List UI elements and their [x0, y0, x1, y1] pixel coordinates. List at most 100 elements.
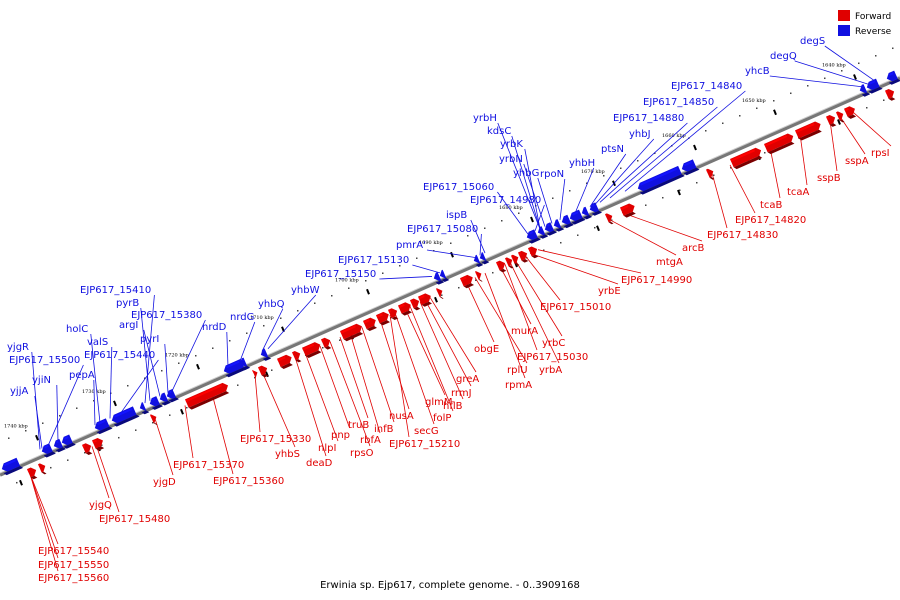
tick-mark [837, 119, 841, 125]
gene-block-reverse [433, 272, 445, 285]
leader-line [267, 294, 317, 350]
gene-label-reverse: yjgR [7, 342, 29, 353]
gene-label-forward: EJP617_15370 [173, 460, 244, 471]
gene-block-forward [321, 337, 332, 350]
leader-line [424, 299, 472, 387]
axis-dot [212, 347, 214, 349]
gene-label-reverse: EJP617_15130 [338, 255, 409, 266]
legend-swatch-forward [838, 10, 850, 21]
gene-label-forward: rpmA [505, 380, 532, 391]
leader-line [254, 374, 261, 433]
tick-mark [693, 144, 697, 151]
leader-line [497, 122, 541, 229]
axis-dot [67, 459, 69, 461]
axis-dot [790, 92, 792, 95]
gene-block-forward [398, 302, 412, 316]
leader-line [140, 307, 151, 401]
gene-label-reverse: EJP617_14850 [643, 97, 714, 108]
axis-dot [764, 151, 766, 154]
gene-label-forward: infB [374, 424, 394, 435]
gene-label-forward: pnp [331, 430, 350, 441]
axis-dot [501, 220, 503, 222]
gene-block-reverse [53, 438, 66, 453]
leader-line [394, 312, 435, 425]
tick-label: 1690 kbp [419, 240, 443, 246]
axis-dot [135, 429, 137, 431]
gene-block-reverse [223, 359, 247, 378]
gene-label-reverse: yhbQ [258, 299, 285, 310]
legend-swatch-reverse [838, 25, 850, 36]
leader-line [769, 147, 781, 199]
gene-label-reverse: yrbK [500, 139, 523, 150]
gene-block-forward [410, 298, 421, 311]
gene-label-forward: EJP617_15330 [240, 434, 311, 445]
gene-label-forward: yrbA [539, 365, 562, 376]
leader-line [594, 138, 655, 205]
legend-label-reverse: Reverse [855, 27, 892, 37]
leader-line [329, 341, 371, 447]
gene-label-forward: sspA [845, 156, 869, 167]
gene-labels: yjgR EJP617_15500 yjjA yjiN holC valS EJP617_1… [7, 36, 890, 584]
leader-line [239, 321, 256, 362]
leader-line [109, 346, 113, 419]
axis-dot [178, 362, 180, 364]
leader-line [537, 177, 553, 224]
gene-label-forward: deaD [306, 458, 333, 469]
gene-label-reverse: degQ [770, 51, 797, 62]
axis-dot [858, 62, 860, 65]
axis-dot [161, 369, 163, 372]
gene-label-reverse: yhbG [513, 168, 539, 179]
axis-dot [339, 339, 341, 341]
tick-mark [530, 216, 534, 223]
leader-line [34, 395, 43, 449]
leader-line [479, 233, 482, 256]
leader-line [509, 261, 560, 364]
gene-label-reverse: nrdD [202, 322, 227, 333]
tick-mark [773, 109, 777, 116]
gene-block-reverse [569, 209, 586, 225]
axis-dot [8, 437, 10, 439]
tick-label: 1640 kbp [822, 62, 846, 68]
gene-label-forward: greA [456, 374, 479, 385]
gene-block-forward [82, 443, 93, 456]
gene-block-reverse [260, 348, 272, 361]
axis-dot [475, 279, 477, 281]
leader-line [171, 319, 206, 392]
tick-label: 1700 kbp [335, 277, 359, 283]
tick-label: 1670 kbp [581, 169, 605, 175]
leader-line [29, 473, 59, 545]
tick-mark [596, 225, 600, 232]
gene-block-forward [363, 317, 377, 332]
tick-mark [853, 74, 857, 80]
gene-label-reverse: EJP617_15440 [84, 350, 155, 361]
gene-block-forward [292, 350, 302, 363]
axis-dot [892, 47, 894, 50]
gene-label-reverse: ispB [446, 210, 467, 221]
label-leader-lines [29, 45, 892, 572]
axis-dot [416, 257, 418, 259]
gene-block-reverse [544, 222, 557, 236]
gene-label-reverse: pepA [69, 370, 95, 381]
gene-block-forward [436, 288, 444, 299]
axis-dot [348, 287, 350, 289]
leader-line [404, 308, 446, 396]
gene-label-reverse: yhbW [291, 285, 320, 296]
gene-block-reverse [637, 165, 685, 195]
axis-dot [586, 182, 588, 185]
axis-dot [127, 384, 129, 387]
axis-dot [637, 160, 639, 162]
gene-block-reverse [553, 219, 565, 232]
gene-label-forward: EJP617_15210 [389, 439, 460, 450]
gene-block-forward [836, 111, 845, 123]
leader-line [349, 332, 381, 434]
leader-line [91, 446, 110, 499]
gene-block-reverse [111, 406, 140, 427]
leader-line [93, 379, 96, 426]
leader-line [319, 345, 350, 429]
gene-label-reverse: nrdG [230, 312, 254, 323]
leader-line [56, 384, 59, 442]
gene-block-reverse [537, 226, 549, 239]
gene-label-forward: hflB [443, 401, 463, 412]
gene-label-forward: EJP617_14830 [707, 230, 778, 241]
axis-dot [773, 100, 775, 102]
